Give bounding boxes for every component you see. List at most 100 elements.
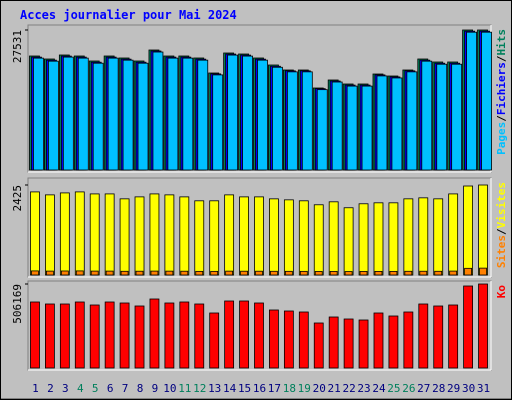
x-tick-label: 2 [47,382,54,395]
bar [343,207,354,276]
bar [272,66,283,171]
bar [90,270,99,276]
bar [224,194,235,276]
legend-entry: Pages [495,122,508,155]
bar [75,270,84,276]
bar [59,192,70,276]
bar [210,270,219,276]
x-tick-label: 28 [432,382,445,395]
y-tick-label: 2425 [11,185,24,212]
bar [135,270,144,276]
bar [329,270,338,276]
bar [30,301,40,369]
bar [45,194,55,276]
x-tick-label: 25 [387,382,400,395]
bar [433,305,444,369]
bar [418,197,429,276]
bar [434,270,443,276]
x-tick-label: 14 [223,382,237,395]
bar [255,270,263,276]
bar [209,200,220,276]
bar [449,270,458,276]
bar [179,196,190,276]
bar [209,312,220,369]
bar [403,198,414,276]
bar [346,85,358,171]
bar [481,31,492,171]
x-tick-label: 20 [313,382,326,395]
bar [150,270,159,276]
bar [165,270,174,276]
legend-separator: / [495,55,508,62]
bar [269,309,279,369]
bar [448,304,459,369]
bar [463,185,473,276]
legend-entry: Fichiers [495,62,508,115]
bar [388,315,399,369]
bar [195,270,204,276]
bar [119,302,130,369]
bar [433,198,444,276]
bar [137,62,149,171]
bar [104,193,115,276]
bar [421,60,433,171]
bar [152,51,164,171]
bar [240,270,248,276]
bar [59,303,70,369]
bar [227,54,239,171]
bar [436,63,448,171]
x-tick-label: 11 [178,382,191,395]
bar [270,270,278,276]
x-tick-label: 15 [238,382,251,395]
bar [179,301,190,369]
x-tick-label: 31 [477,382,490,395]
bar [328,201,339,276]
bar [314,271,323,276]
bar [122,59,134,171]
bar [343,318,354,369]
bar [376,75,388,171]
x-tick-label: 7 [122,382,129,395]
bar [74,301,85,369]
bar [451,63,463,171]
bar [239,300,249,369]
legend-separator: / [495,115,508,122]
legend-entry: Sites [495,235,508,268]
x-tick-label: 6 [107,382,114,395]
bar [194,200,205,276]
bar [180,270,189,276]
x-tick-label: 12 [193,382,206,395]
bar [389,270,398,276]
bar [391,77,403,171]
bar [283,310,294,369]
bar [448,193,459,276]
bar [149,193,160,276]
bar [373,312,384,369]
bar [212,74,224,171]
bar [89,193,100,276]
bar [344,271,353,276]
bar [406,71,418,171]
bar [194,303,205,369]
x-tick-label: 1 [32,382,39,395]
bar [107,57,119,171]
x-tick-label: 17 [268,382,281,395]
bar [164,194,175,276]
bar [60,270,69,276]
bar [134,305,145,369]
bar [419,270,428,276]
bar [254,196,264,276]
bar [164,302,175,369]
bar [328,316,339,369]
bar [77,57,89,171]
bar [104,301,115,369]
bar [120,270,129,276]
bar [33,57,44,171]
bar [478,283,488,369]
x-tick-label: 29 [447,382,460,395]
bar [284,270,293,276]
bar [105,270,114,276]
bar [283,199,294,276]
bar [48,60,59,171]
